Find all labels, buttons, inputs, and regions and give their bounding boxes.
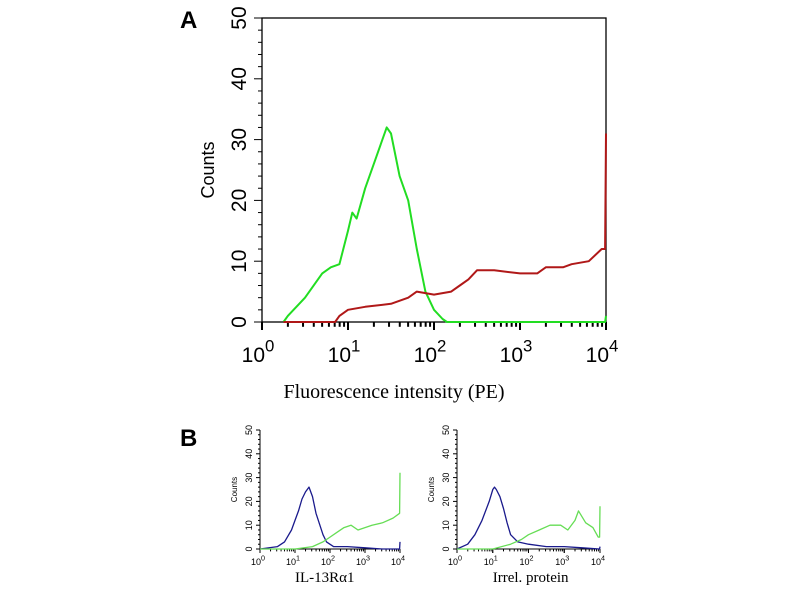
y-tick-label: 40	[441, 449, 451, 459]
y-tick-label: 0	[228, 316, 251, 328]
y-tick-label: 10	[244, 520, 254, 530]
series-control-line	[282, 126, 607, 323]
x-tick-label: 104	[391, 554, 405, 568]
x-tick-label: 102	[321, 554, 335, 568]
x-tick-label: 101	[328, 337, 361, 368]
series-stained-line	[260, 472, 401, 550]
x-tick-label: 103	[500, 337, 533, 368]
y-tick-label: 20	[228, 189, 251, 212]
y-tick-label: 30	[441, 473, 451, 483]
y-tick-label: 0	[441, 546, 451, 551]
y-tick-label: 20	[244, 496, 254, 506]
x-tick-label: 100	[251, 554, 265, 568]
y-axis-label: Counts	[198, 141, 218, 198]
x-tick-label: 103	[356, 554, 370, 568]
x-axis-label: IL-13Rα1	[295, 570, 355, 586]
x-tick-label: 100	[242, 337, 275, 368]
series-stained-line	[283, 133, 607, 323]
x-tick-label: 104	[591, 554, 605, 568]
series-control-line	[259, 486, 401, 550]
panel-label: B	[180, 425, 197, 452]
panel-2: 0 10 20 30 40 50 100 101 102 103 104 Counts IL-13Rα1…	[180, 425, 405, 586]
x-tick-label: 100	[448, 554, 462, 568]
y-tick-label: 30	[244, 473, 254, 483]
x-tick-label: 104	[586, 337, 619, 368]
x-tick-label: 102	[519, 554, 533, 568]
y-tick-label: 40	[228, 67, 251, 90]
y-axis-label: Counts	[427, 477, 436, 502]
x-axis-label: Fluorescence intensity (PE)	[283, 381, 504, 403]
y-tick-label: 40	[244, 449, 254, 459]
panel-label: A	[180, 7, 197, 34]
x-tick-label: 101	[286, 554, 300, 568]
y-tick-label: 50	[441, 425, 451, 435]
y-tick-label: 0	[244, 546, 254, 551]
panel-1: 0 10 20 30 40 50 100 101 102 103 104 Counts Fluoresc…	[180, 6, 618, 403]
panel-3: 0 10 20 30 40 50 100 101 102 103 104 Counts Irrel. p…	[427, 425, 605, 586]
series-control-line	[456, 486, 601, 550]
x-tick-label: 102	[414, 337, 447, 368]
y-tick-label: 30	[228, 128, 251, 151]
y-tick-label: 20	[441, 496, 451, 506]
x-tick-label: 103	[555, 554, 569, 568]
y-axis-label: Counts	[230, 477, 239, 502]
y-tick-label: 10	[441, 520, 451, 530]
series-stained-line	[457, 506, 601, 550]
y-tick-label: 50	[228, 6, 251, 29]
y-tick-label: 10	[228, 250, 251, 273]
x-tick-label: 101	[484, 554, 498, 568]
x-axis-label: Irrel. protein	[493, 570, 569, 586]
y-tick-label: 50	[244, 425, 254, 435]
plot-frame	[261, 17, 607, 323]
